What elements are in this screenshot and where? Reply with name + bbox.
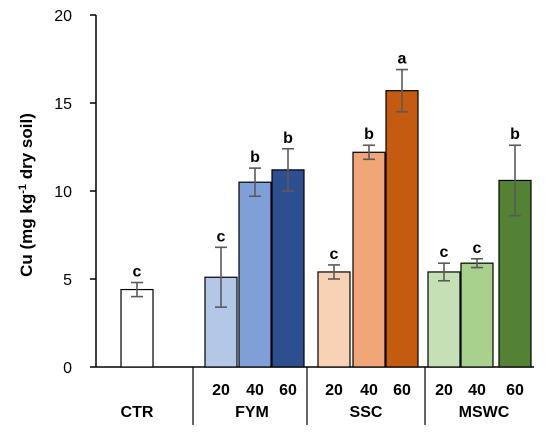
significance-letter: c bbox=[473, 240, 482, 257]
y-tick-label-4: 20 bbox=[54, 8, 72, 25]
bar-fym-60 bbox=[271, 169, 305, 368]
bar-mswc-20 bbox=[427, 271, 461, 368]
significance-letter: b bbox=[250, 149, 260, 166]
y-axis-label: Cu (mg kg-1 dry soil) bbox=[17, 113, 36, 277]
significance-letter: c bbox=[133, 264, 142, 281]
significance-letter: c bbox=[440, 244, 449, 261]
category-label-ctr: CTR bbox=[121, 404, 154, 421]
y-ticks: 0 5 10 15 20 bbox=[54, 8, 96, 377]
bar-ctr bbox=[120, 288, 154, 368]
significance-letter: c bbox=[217, 228, 226, 245]
dose-labels: 20 40 60 20 40 60 20 40 60 bbox=[212, 382, 524, 399]
dose-label-20: 20 bbox=[212, 382, 230, 399]
significance-letters: c c b b c b a c c b bbox=[133, 51, 521, 281]
dose-label-40: 40 bbox=[360, 382, 378, 399]
significance-letter: a bbox=[398, 51, 407, 68]
bars bbox=[120, 90, 532, 368]
y-tick-label-1: 5 bbox=[63, 272, 72, 289]
bar-ssc-60 bbox=[385, 90, 419, 368]
significance-letter: b bbox=[510, 126, 520, 143]
category-label-mswc: MSWC bbox=[459, 404, 510, 421]
dose-label-20: 20 bbox=[325, 382, 343, 399]
error-bars bbox=[131, 68, 521, 308]
y-tick-label-2: 10 bbox=[54, 184, 72, 201]
bar-ssc-40 bbox=[352, 151, 386, 368]
group-separators bbox=[192, 367, 426, 425]
bar-fym-40 bbox=[238, 181, 272, 368]
significance-letter: b bbox=[364, 126, 374, 143]
significance-letter: c bbox=[330, 246, 339, 263]
dose-label-60: 60 bbox=[279, 382, 297, 399]
bar-ssc-20 bbox=[317, 271, 351, 368]
y-tick-label-0: 0 bbox=[63, 360, 72, 377]
dose-label-60: 60 bbox=[506, 382, 524, 399]
category-label-ssc: SSC bbox=[350, 404, 383, 421]
bar-mswc-40 bbox=[460, 262, 494, 368]
dose-label-20: 20 bbox=[435, 382, 453, 399]
dose-label-40: 40 bbox=[246, 382, 264, 399]
significance-letter: b bbox=[283, 130, 293, 147]
dose-label-40: 40 bbox=[468, 382, 486, 399]
y-tick-label-3: 15 bbox=[54, 96, 72, 113]
dose-label-60: 60 bbox=[393, 382, 411, 399]
category-labels: CTR FYM SSC MSWC bbox=[121, 404, 510, 421]
category-label-fym: FYM bbox=[235, 404, 269, 421]
